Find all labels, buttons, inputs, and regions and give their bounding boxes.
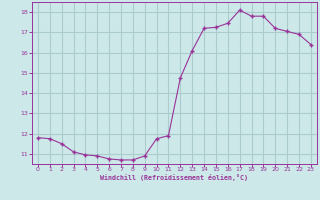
X-axis label: Windchill (Refroidissement éolien,°C): Windchill (Refroidissement éolien,°C): [100, 174, 248, 181]
